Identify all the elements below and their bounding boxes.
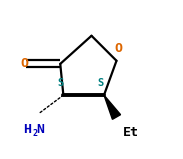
Text: S: S <box>57 78 63 88</box>
Text: Et: Et <box>123 126 139 139</box>
Text: H: H <box>23 123 31 136</box>
Text: S: S <box>98 78 104 88</box>
Text: O: O <box>20 57 28 70</box>
Polygon shape <box>104 95 121 119</box>
Text: N: N <box>36 123 44 136</box>
Text: O: O <box>114 41 122 55</box>
Text: 2: 2 <box>32 129 38 138</box>
